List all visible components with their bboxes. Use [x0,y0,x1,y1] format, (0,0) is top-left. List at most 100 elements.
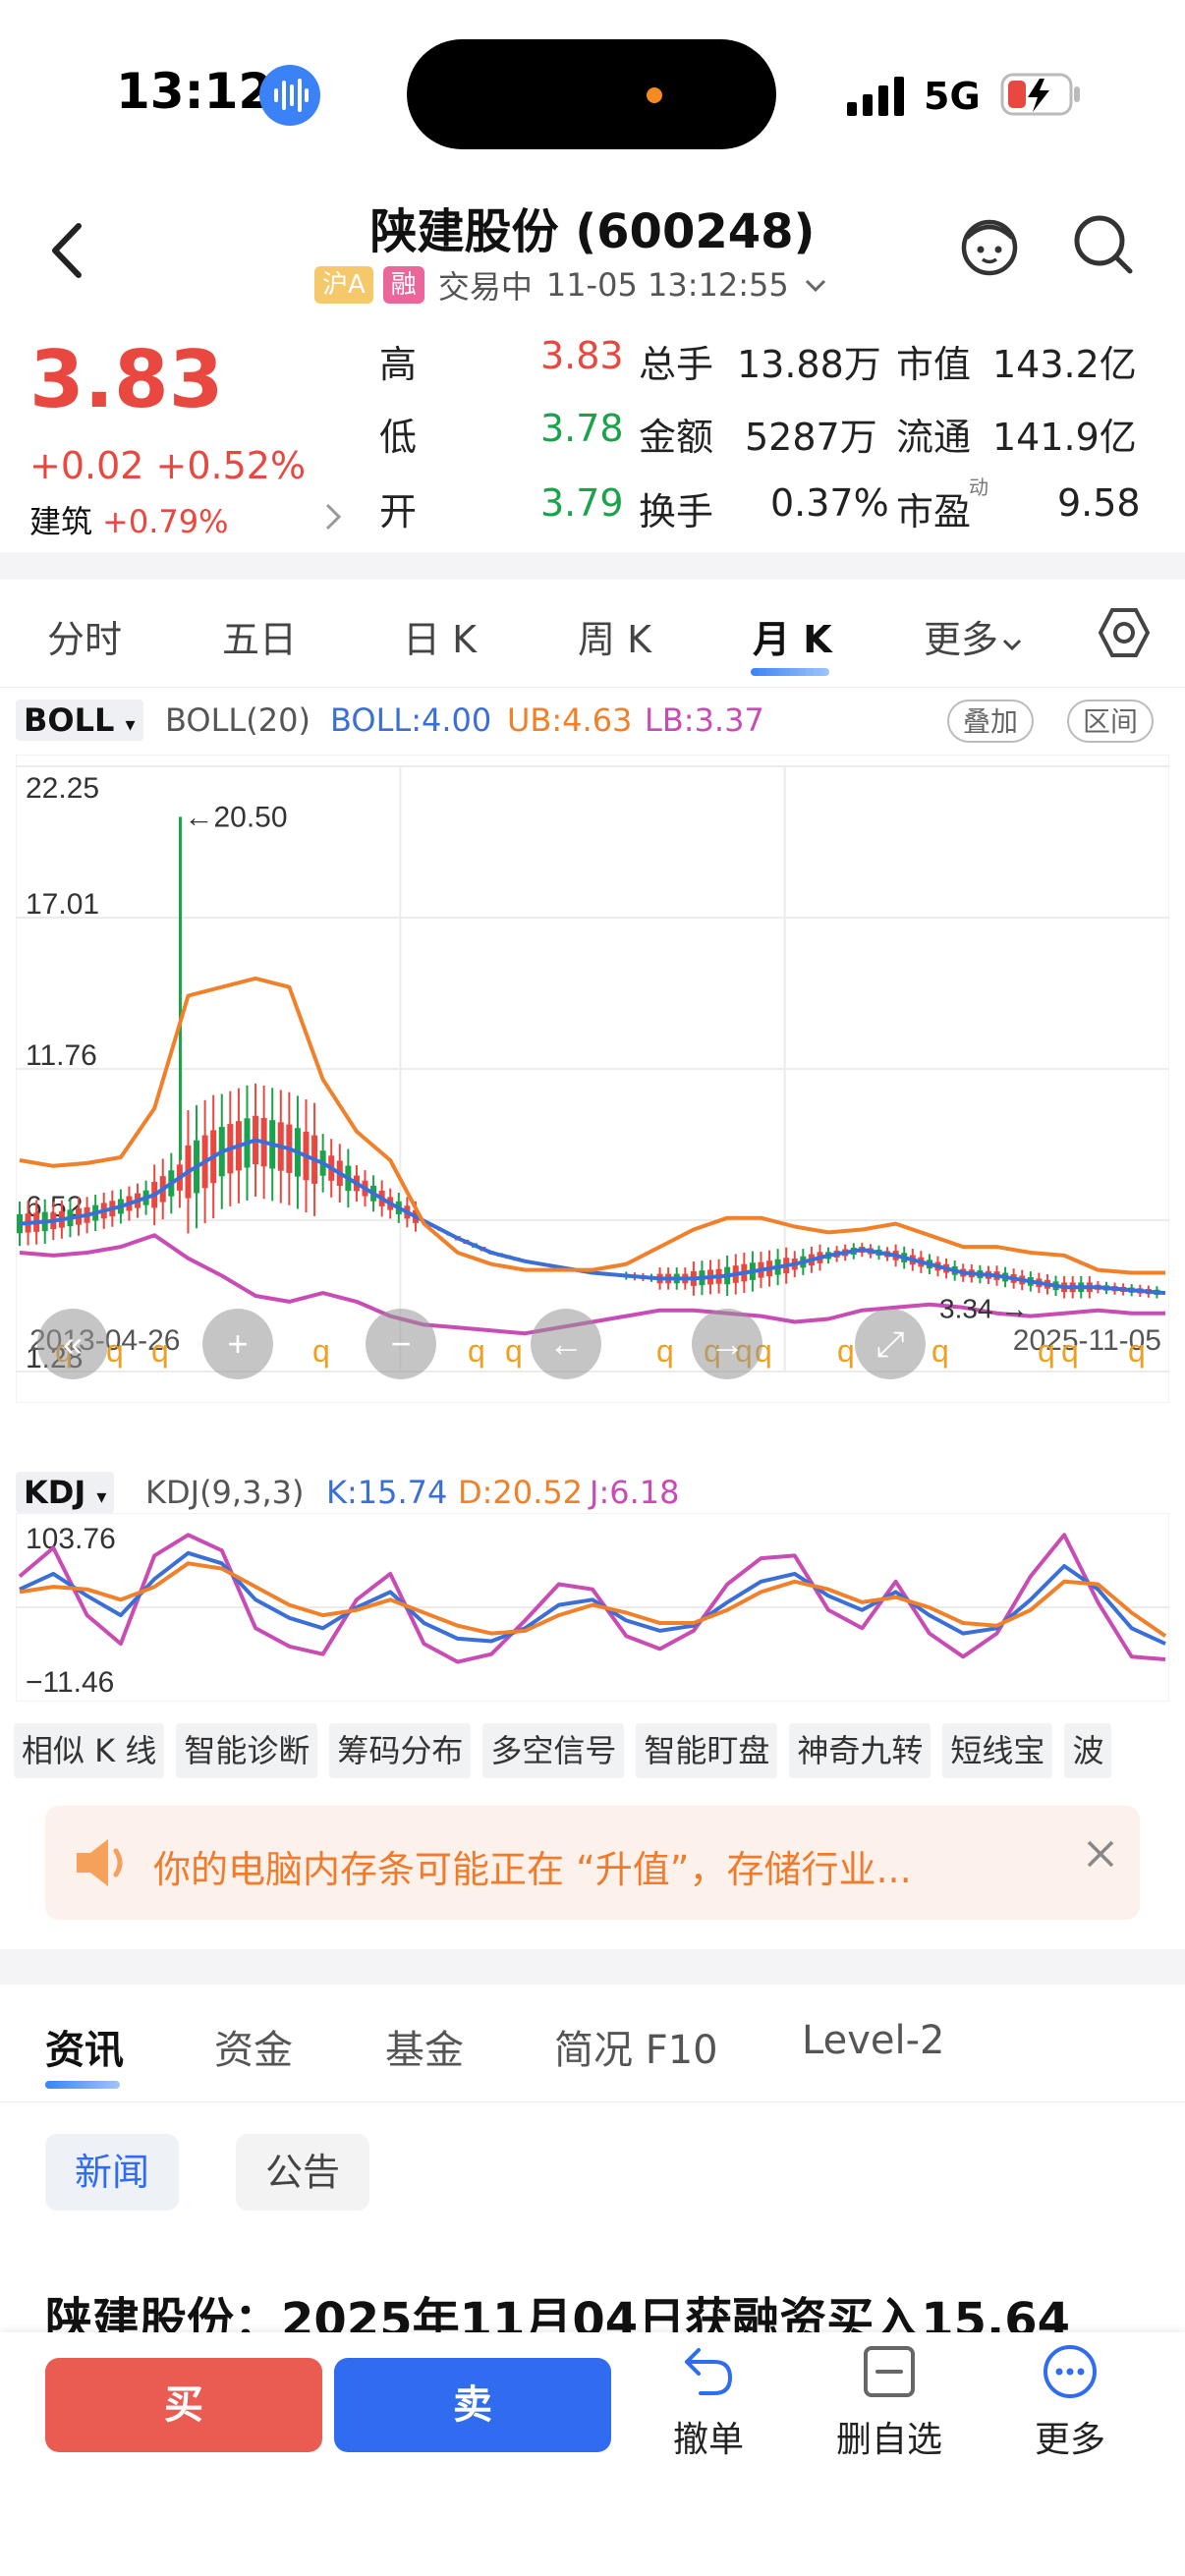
chart-control-button[interactable]: « [37,1309,108,1379]
monthly-k-chart[interactable]: 22.2517.0111.766.521.282013-04-262025-11… [16,755,1169,1403]
dropdown-arrow-icon: ▾ [96,1484,107,1508]
kdj-line-j [18,1533,1166,1664]
trade-status-line[interactable]: 沪A 融 交易中 11-05 13:12:55 [314,263,826,307]
kdj-j: J:6.18 [590,1474,680,1511]
signal-marker: q [656,1333,674,1369]
indicator-name: KDJ [24,1474,86,1511]
more-button[interactable]: 更多 [996,2342,1144,2462]
quote-label: 总手 [639,343,714,386]
tool-chip[interactable]: 多空信号 [482,1723,625,1778]
subtab-announcement[interactable]: 公告 [236,2134,370,2211]
tab-weekly-k[interactable]: 周 K [578,618,651,661]
chart-control-button[interactable]: → [692,1309,762,1379]
more-label: 更多 [1034,2420,1105,2460]
tool-chip[interactable]: 神奇九转 [789,1723,931,1778]
signal-marker: q [1038,1333,1055,1369]
quote-row: 开 3.79 换手 0.37% 市盈 动 9.58 [373,476,1159,540]
range-button[interactable]: 区间 [1067,700,1155,743]
quote-label: 市值 [896,343,972,386]
cancel-order-label: 撤单 [672,2420,744,2460]
news-banner[interactable]: 你的电脑内存条可能正在 “升值”，存储行业... [45,1806,1140,1920]
tab-five-day[interactable]: 五日 [222,618,298,661]
chart-control-bg [531,1309,601,1379]
margin-tag: 融 [382,266,424,304]
assistant-avatar-icon[interactable] [955,210,1024,283]
quote-label: 金额 [639,416,714,459]
x-end-label: 2025-11-05 [1013,1324,1161,1357]
overlay-button[interactable]: 叠加 [947,700,1035,743]
quote-value: 3.78 [540,407,624,450]
bottom-action-bar: 买 卖 撤单 删自选 更多 [0,2332,1185,2576]
boll-mid: BOLL:4.00 [330,701,492,739]
tab-monthly-k[interactable]: 月 K [753,618,832,661]
kdj-chart[interactable]: 103.76 −11.46 [16,1513,1169,1702]
chart-control-button[interactable]: ← [531,1309,601,1379]
chart-control-button[interactable]: − [366,1309,436,1379]
tab-funds[interactable]: 资金 [214,2028,293,2073]
boll-ub: UB:4.63 [507,701,633,739]
quote-label-sup: 动 [969,476,988,499]
tab-news[interactable]: 资讯 [45,2028,124,2073]
tab-intraday[interactable]: 分时 [47,618,123,661]
price-change: +0.02 +0.52% [29,444,307,487]
chevron-down-icon [1002,639,1022,651]
speaker-icon [73,1835,136,1894]
signal-marker: q [1128,1333,1146,1369]
sell-button[interactable]: 卖 [334,2358,611,2452]
subtab-news[interactable]: 新闻 [45,2134,180,2211]
tool-chip[interactable]: 相似 K 线 [14,1723,165,1778]
chart-settings-icon[interactable] [1097,605,1152,664]
chart-control-icon: + [227,1323,248,1364]
signal-marker: q [106,1333,124,1369]
quote-value: 143.2亿 [992,343,1137,386]
chart-control-icon: ⤢ [876,1323,905,1364]
boll-selector[interactable]: BOLL ▾ [16,700,143,741]
series-line-boll [19,1138,1166,1296]
remove-watchlist-icon [864,2346,915,2397]
chart-control-bg [202,1309,273,1379]
news-headline[interactable]: 陕建股份：2025年11月04日获融资买入15.64 [45,2293,1071,2336]
chart-control-button[interactable]: ⤢ [855,1309,926,1379]
kdj-indicator-bar: KDJ ▾ KDJ(9,3,3) K:15.74 D:20.52 J:6.18 [16,1468,1175,1517]
banner-text: 你的电脑内存条可能正在 “升值”，存储行业... [153,1848,912,1891]
kdj-k: K:15.74 [326,1474,448,1511]
cancel-order-button[interactable]: 撤单 [635,2342,782,2462]
quote-value: 0.37% [770,481,889,525]
tab-daily-k[interactable]: 日 K [403,618,477,661]
tool-chips: 相似 K 线智能诊断 筹码分布 多空信号 智能盯盘 神奇九转 短线宝波 [14,1723,1123,1782]
chart-control-icon: → [709,1323,745,1364]
chart-control-icon: ← [548,1323,584,1364]
sector-link[interactable]: 建筑 +0.79% [29,497,228,542]
tool-chip[interactable]: 短线宝 [942,1723,1053,1778]
tab-more[interactable]: 更多 [924,609,1022,663]
quote-label: 换手 [639,490,714,533]
chart-control-icon: « [63,1323,83,1364]
market-tag: 沪A [314,266,373,304]
tool-chip[interactable]: 筹码分布 [329,1723,472,1778]
network-type: 5G [924,75,981,118]
chart-control-button[interactable]: + [202,1309,273,1379]
remove-watchlist-button[interactable]: 删自选 [816,2342,963,2462]
buy-button[interactable]: 买 [45,2358,322,2452]
chart-control-bg [366,1309,436,1379]
back-button[interactable] [39,216,98,285]
tool-chip[interactable]: 智能诊断 [176,1723,318,1778]
quote-value: 141.9亿 [992,416,1137,459]
kdj-selector[interactable]: KDJ ▾ [16,1472,115,1513]
tab-fund[interactable]: 基金 [385,2028,464,2073]
kdj-line-k [19,1550,1166,1646]
tool-chip[interactable]: 波 [1064,1723,1112,1778]
tab-f10[interactable]: 简况 F10 [554,2028,718,2073]
section-divider [0,1949,1185,1985]
close-icon[interactable] [1081,1831,1120,1884]
sector-change: +0.79% [102,503,229,540]
tab-level2[interactable]: Level-2 [802,2018,945,2063]
chevron-right-icon[interactable] [324,501,342,540]
signal-marker: q [931,1333,949,1369]
search-icon[interactable] [1069,210,1138,283]
indicator-name: BOLL [24,701,115,739]
remove-watchlist-label: 删自选 [835,2420,942,2460]
quote-label: 高 [379,343,418,386]
tool-chip[interactable]: 智能盯盘 [636,1723,778,1778]
sector-name: 建筑 [29,503,93,540]
